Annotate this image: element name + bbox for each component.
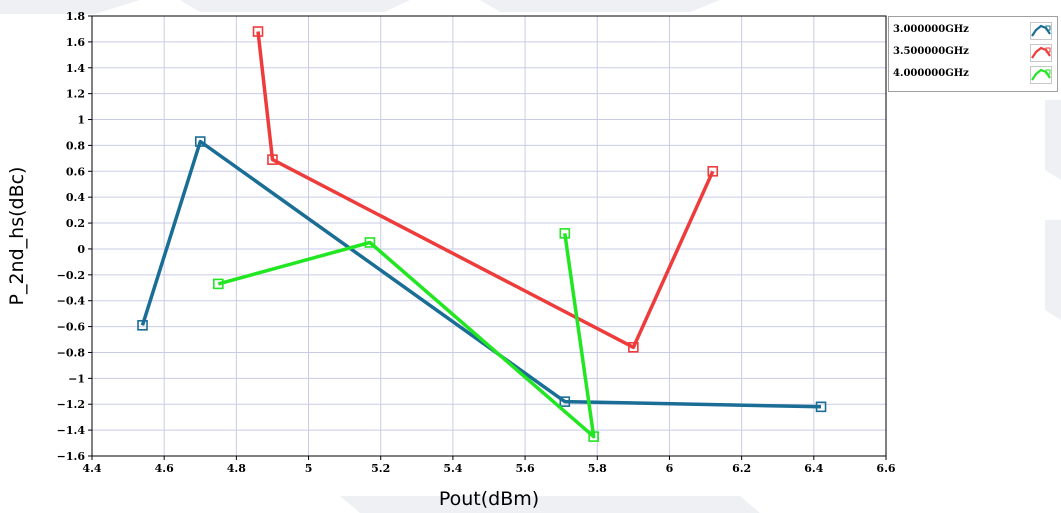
y-tick-label: −0.8 [57, 346, 86, 359]
y-tick-label: 0.4 [66, 191, 85, 204]
data-point-marker[interactable] [213, 278, 224, 290]
chart-legend: 3.000000GHz 3.500000GHz 4.000000GHz [888, 16, 1058, 92]
legend-item-series-2[interactable]: 3.500000GHz [893, 44, 1055, 62]
series-2 [252, 26, 719, 353]
legend-line-icon [1030, 44, 1052, 62]
legend-line-icon [1030, 66, 1052, 84]
y-tick-label: −1.2 [57, 398, 85, 411]
series-line[interactable] [217, 233, 596, 439]
x-tick-label: 6.4 [804, 462, 823, 475]
legend-label: 3.000000GHz [893, 24, 969, 35]
y-tick-label: 1.8 [66, 10, 85, 23]
y-tick-label: −0.4 [57, 295, 86, 308]
y-tick-label: −1.4 [57, 424, 86, 437]
y-tick-label: 0 [77, 243, 85, 256]
series-3 [213, 228, 599, 442]
x-tick-label: 5.6 [516, 462, 535, 475]
x-tick-label: 6 [666, 462, 674, 475]
legend-label: 3.500000GHz [893, 46, 969, 57]
y-tick-label: 1 [77, 114, 85, 127]
x-tick-label: 6.6 [876, 462, 895, 475]
y-tick-label: 1.2 [66, 88, 85, 101]
data-point-marker[interactable] [588, 431, 599, 442]
data-point-marker[interactable] [628, 341, 639, 353]
y-tick-label: −0.2 [57, 269, 85, 282]
x-tick-label: 5.4 [443, 462, 462, 475]
data-point-marker[interactable] [252, 26, 264, 37]
data-point-marker[interactable] [194, 136, 206, 147]
x-tick-label: 5.2 [371, 462, 390, 475]
y-tick-label: −0.6 [57, 321, 86, 334]
x-tick-label: 4.8 [227, 462, 246, 475]
data-point-marker[interactable] [267, 154, 278, 165]
x-tick-label: 5 [305, 462, 313, 475]
data-point-marker[interactable] [815, 401, 827, 413]
data-point-marker[interactable] [364, 237, 376, 248]
x-tick-label: 5.8 [588, 462, 607, 475]
data-point-marker[interactable] [137, 319, 148, 331]
axis-ticks: 4.4 4.6 4.8 5 5.2 5.4 5.6 5.8 6 6.2 6.4 6.6 1.8 1.6 1.… [57, 10, 896, 475]
x-tick-label: 4.6 [155, 462, 174, 475]
x-tick-label: 6.2 [732, 462, 751, 475]
series-1 [137, 136, 827, 413]
legend-item-series-3[interactable]: 4.000000GHz [893, 66, 1055, 84]
legend-label: 4.000000GHz [893, 68, 969, 79]
data-point-marker[interactable] [707, 165, 719, 177]
y-tick-label: −1 [68, 372, 85, 385]
data-point-marker[interactable] [559, 228, 571, 239]
grid-lines [91, 15, 887, 457]
legend-item-series-1[interactable]: 3.000000GHz [893, 22, 1055, 40]
legend-line-icon [1030, 22, 1052, 40]
series-line[interactable] [140, 139, 822, 409]
y-tick-label: 0.2 [66, 217, 85, 230]
y-tick-label: −1.6 [57, 450, 86, 463]
y-tick-label: 1.6 [66, 36, 85, 49]
data-point-marker[interactable] [559, 396, 571, 407]
x-tick-label: 4.4 [82, 462, 101, 475]
plot-area-frame [91, 15, 887, 457]
y-tick-label: 1.4 [66, 62, 85, 75]
y-axis-title: P_2nd_hs(dBc) [6, 167, 28, 306]
series-line[interactable] [256, 31, 715, 350]
data-series [137, 26, 827, 442]
x-axis-title: Pout(dBm) [439, 488, 539, 510]
y-tick-label: 0.6 [66, 165, 85, 178]
y-tick-label: 0.8 [66, 139, 85, 152]
